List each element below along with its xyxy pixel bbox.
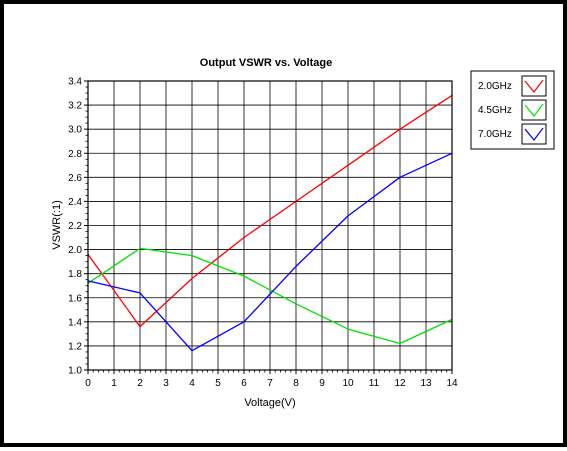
legend-swatch-box-4-5ghz — [521, 99, 547, 121]
series-line-7-0ghz — [87, 152, 453, 352]
legend-swatch-4-5ghz — [524, 103, 544, 117]
y-tick-label: 2.0 — [68, 245, 82, 256]
x-tick-label: 10 — [342, 378, 354, 389]
x-tick-label: 7 — [267, 378, 273, 389]
x-tick-label: 3 — [163, 378, 169, 389]
y-tick-label: 2.6 — [68, 173, 82, 184]
x-tick-label: 8 — [293, 378, 299, 389]
x-tick-label: 1 — [111, 378, 117, 389]
legend-swatch-box-7-0ghz — [521, 123, 547, 145]
y-tick-label: 2.8 — [68, 149, 82, 160]
x-tick-label: 2 — [137, 378, 143, 389]
y-tick-label: 2.2 — [68, 221, 82, 232]
legend-label-7-0ghz: 7.0GHz — [478, 129, 512, 140]
legend: 2.0GHz 4.5GHz 7.0GHz — [470, 70, 555, 150]
x-axis-label: Voltage(V) — [244, 397, 295, 409]
ticks: 0 1 2 3 4 5 6 7 8 9 10 11 12 13 141.01.21.41.61.82.02.… — [68, 77, 458, 390]
y-tick-label: 3.4 — [68, 77, 82, 88]
y-tick-label: 2.4 — [68, 197, 82, 208]
x-tick-label: 12 — [394, 378, 406, 389]
x-tick-label: 5 — [215, 378, 221, 389]
x-tick-label: 14 — [446, 378, 458, 389]
legend-label-2-0ghz: 2.0GHz — [478, 81, 512, 92]
legend-swatch-box-2-0ghz — [521, 75, 547, 97]
series-line-4-5ghz — [87, 247, 453, 345]
grid — [88, 81, 452, 370]
y-tick-label: 1.8 — [68, 269, 82, 280]
y-tick-label: 1.0 — [68, 366, 82, 377]
y-tick-label: 1.2 — [68, 341, 82, 352]
series-lines — [87, 94, 453, 352]
y-axis-label: VSWR(:1) — [51, 200, 63, 250]
legend-swatch-7-0ghz — [524, 127, 544, 141]
x-tick-label: 0 — [85, 378, 91, 389]
y-tick-label: 1.4 — [68, 317, 82, 328]
legend-swatch-2-0ghz — [524, 79, 544, 93]
x-tick-label: 11 — [369, 378, 380, 389]
x-tick-label: 13 — [420, 378, 432, 389]
chart-title: Output VSWR vs. Voltage — [200, 57, 332, 69]
y-tick-label: 1.6 — [68, 293, 82, 304]
chart: 0 1 2 3 4 5 6 7 8 9 10 11 12 13 141.01.21.41.61.82.02.… — [51, 57, 555, 409]
x-tick-label: 9 — [319, 378, 325, 389]
legend-label-4-5ghz: 4.5GHz — [478, 105, 512, 116]
x-tick-label: 6 — [241, 378, 247, 389]
y-tick-label: 3.0 — [68, 125, 82, 136]
x-tick-label: 4 — [189, 378, 195, 389]
y-tick-label: 3.2 — [68, 101, 82, 112]
series-line-2-0ghz — [87, 94, 453, 328]
